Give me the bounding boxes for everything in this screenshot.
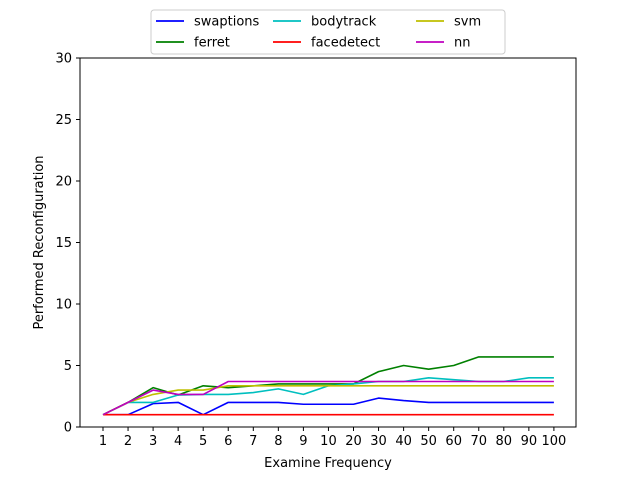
x-tick-label: 80: [496, 434, 513, 449]
x-tick-label: 20: [345, 434, 362, 449]
y-tick-label: 25: [55, 113, 72, 128]
x-tick-label: 2: [124, 434, 132, 449]
x-tick-label: 50: [420, 434, 437, 449]
y-axis-label: Performed Reconfiguration: [32, 155, 47, 329]
x-tick-label: 90: [521, 434, 538, 449]
x-tick-label: 1: [99, 434, 107, 449]
legend-label-facedetect: facedetect: [311, 36, 380, 51]
series-line-svm: [102, 384, 554, 416]
x-tick-label: 4: [174, 434, 182, 449]
x-tick-label: 100: [541, 434, 566, 449]
legend-label-bodytrack: bodytrack: [311, 15, 377, 30]
x-tick-label: 30: [370, 434, 387, 449]
legend: swaptions ferret bodytrack facedetect svm nn: [150, 9, 506, 55]
y-tick-label: 30: [55, 52, 72, 67]
y-axis: 0 5 10 15 20 25 30: [55, 52, 80, 436]
x-tick-label: 6: [224, 434, 232, 449]
legend-label-nn: nn: [454, 36, 470, 51]
legend-label-svm: svm: [454, 15, 481, 30]
x-axis-label: Examine Frequency: [264, 456, 392, 471]
plot-frame: [79, 57, 577, 428]
y-tick-label: 15: [55, 236, 72, 251]
x-tick-label: 7: [249, 434, 257, 449]
series-line-swaptions: [103, 397, 554, 416]
x-tick-label: 9: [299, 434, 307, 449]
x-tick-label: 40: [395, 434, 412, 449]
series-layer: [102, 356, 554, 416]
legend-label-ferret: ferret: [194, 36, 230, 51]
x-axis: 1 2 3 4 5 6 7 8 9 10 20 30 40 50 60 70 80 90 100: [99, 427, 566, 449]
x-tick-label: 60: [445, 434, 462, 449]
legend-label-swaptions: swaptions: [194, 15, 260, 30]
x-tick-label: 5: [199, 434, 207, 449]
x-tick-label: 70: [470, 434, 487, 449]
y-tick-label: 0: [64, 421, 72, 436]
y-tick-label: 5: [64, 359, 72, 374]
x-tick-label: 3: [149, 434, 157, 449]
y-tick-label: 10: [55, 298, 72, 313]
x-tick-label: 10: [320, 434, 337, 449]
series-line-nn: [102, 380, 554, 416]
x-tick-label: 8: [274, 434, 282, 449]
y-tick-label: 20: [55, 175, 72, 190]
